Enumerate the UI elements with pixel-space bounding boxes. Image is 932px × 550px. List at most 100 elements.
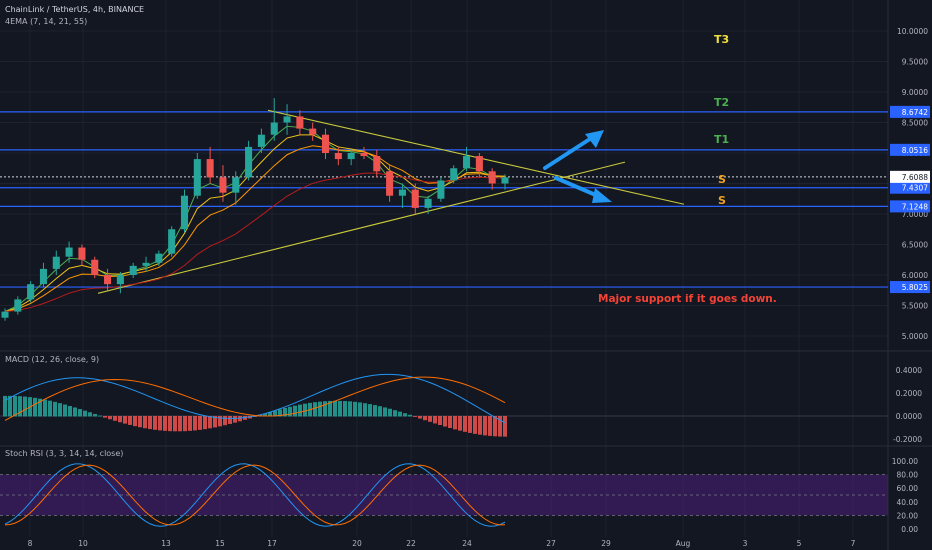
time-tick-label: 5: [797, 539, 802, 548]
candle-body: [65, 247, 73, 257]
candle-body: [206, 159, 214, 178]
macd-tick-label: 0.2000: [896, 389, 922, 398]
price-tick-label: 5.5000: [902, 302, 928, 311]
price-tick-label: 7.0000: [902, 210, 928, 219]
price-tick-label: 10.0000: [897, 27, 928, 36]
macd-histogram-bar: [423, 416, 427, 421]
candle-body: [155, 253, 163, 263]
candle-body: [424, 198, 432, 208]
macd-histogram-bar: [123, 416, 127, 424]
macd-histogram-bar: [208, 416, 212, 429]
time-tick-label: 27: [546, 539, 556, 548]
macd-histogram-bar: [58, 403, 62, 417]
candles: [1, 98, 509, 321]
candle-body: [398, 189, 406, 196]
macd-histogram-bar: [488, 416, 492, 436]
stoch-k-line: [4, 463, 506, 527]
down-arrow-head: [592, 188, 612, 203]
macd-histogram-bar: [268, 412, 272, 417]
macd-histogram-bar: [483, 416, 487, 436]
candle-body: [321, 134, 330, 153]
down-arrow-shaft: [554, 176, 600, 198]
candle-body: [283, 116, 291, 123]
price-tick-label: 8.5000: [902, 119, 928, 128]
chart-title: ChainLink / TetherUS, 4h, BINANCE: [5, 5, 144, 14]
macd-histogram-bar: [288, 406, 292, 417]
macd-histogram-bar: [328, 400, 332, 417]
time-tick-label: 15: [215, 539, 225, 548]
macd-histogram-bar: [493, 416, 497, 437]
macd-tick-label: 0.4000: [896, 366, 922, 375]
candle-body: [168, 229, 176, 254]
time-tick-label: 29: [601, 539, 611, 548]
candle-body: [193, 159, 201, 196]
candle-body: [373, 156, 381, 172]
macd-histogram-bar: [203, 416, 207, 430]
macd-histogram-bar: [38, 398, 42, 417]
macd-histogram-bar: [413, 416, 417, 417]
time-tick-label: 10: [78, 539, 88, 548]
candle-body: [245, 146, 253, 178]
ema-lines: [4, 125, 506, 313]
stoch-tick-label: 100.00: [892, 457, 918, 466]
level-badge: [890, 281, 930, 294]
time-tick-label: 24: [462, 539, 472, 548]
current-price-label: 7.6088: [902, 173, 928, 182]
candle-body: [14, 299, 22, 312]
level-badge: [890, 181, 930, 194]
macd-histogram-bar: [458, 416, 462, 431]
macd-histogram-bar: [313, 402, 317, 417]
time-tick-label: 13: [161, 539, 171, 548]
macd-histogram-bar: [78, 409, 82, 417]
macd-histogram-bar: [223, 416, 227, 426]
time-tick-label: 7: [851, 539, 856, 548]
level-badge: [890, 200, 930, 213]
level-badge-label: 7.1248: [902, 202, 928, 211]
stoch-tick-label: 20.00: [897, 511, 919, 520]
macd-histogram-bar: [168, 416, 172, 432]
macd-histogram-bar: [283, 408, 287, 417]
macd-histogram-bar: [213, 416, 217, 428]
candle-body: [78, 247, 86, 260]
level-badge: [890, 143, 930, 156]
candle-body: [347, 153, 355, 160]
time-tick-label: 8: [28, 539, 33, 548]
candle-body: [142, 262, 150, 266]
ascending-trendline: [97, 161, 626, 294]
macd-histogram-bar: [83, 410, 87, 417]
macd-histogram-bar: [303, 403, 307, 417]
candle-body: [360, 153, 368, 157]
stoch-rsi-label: Stoch RSI (3, 3, 14, 14, close): [5, 449, 123, 458]
level-badge-label: 8.6742: [902, 108, 928, 117]
candle-body: [463, 156, 471, 169]
candle-body: [1, 311, 9, 318]
macd-histogram-bar: [498, 416, 502, 437]
candle-body: [27, 284, 35, 300]
macd-histogram-bar: [158, 416, 162, 431]
macd-histogram-bar: [163, 416, 167, 431]
macd-tick-label: 0.0000: [896, 412, 922, 421]
candle-body: [450, 168, 458, 181]
price-axis: 5.00005.50006.00006.50007.00007.50008.00…: [890, 27, 930, 534]
candle-body: [219, 177, 227, 193]
time-tick-label: 20: [352, 539, 362, 548]
macd-histogram-bar: [188, 416, 192, 431]
level-badge-label: 8.0516: [902, 146, 928, 155]
projection-arrows: [543, 130, 612, 203]
macd-histogram-bar: [108, 416, 112, 420]
macd-histogram-bar: [218, 416, 222, 427]
candle-body: [39, 268, 47, 285]
macd-histogram-bar: [193, 416, 197, 431]
up-arrow-shaft: [543, 135, 595, 170]
candle-body: [270, 122, 278, 135]
macd-histogram-bar: [453, 416, 457, 430]
macd-histogram-bar: [263, 413, 267, 417]
candle-body: [386, 171, 394, 196]
candle-body: [411, 189, 419, 208]
candle-body: [488, 171, 496, 184]
price-tick-label: 9.5000: [902, 58, 928, 67]
time-tick-label: 22: [406, 539, 416, 548]
macd-histogram-bar: [428, 416, 432, 422]
